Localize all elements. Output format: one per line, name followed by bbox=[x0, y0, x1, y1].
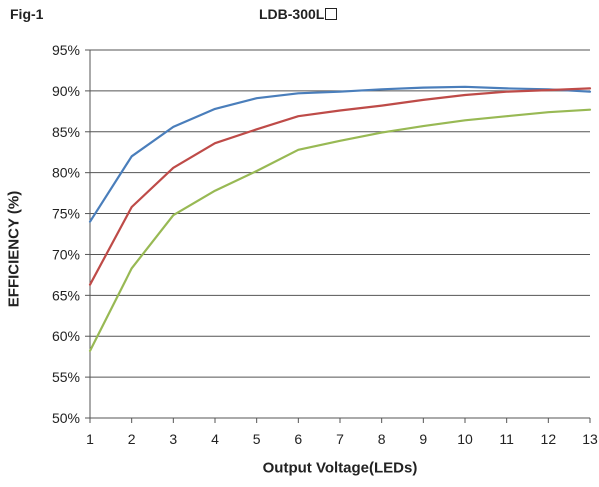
y-tick-label: 70% bbox=[52, 246, 80, 262]
x-tick-label: 4 bbox=[211, 431, 219, 447]
axes bbox=[85, 49, 591, 423]
y-tick-label: 75% bbox=[52, 206, 80, 222]
title-box-glyph bbox=[325, 8, 338, 20]
x-tick-label: 12 bbox=[541, 431, 557, 447]
x-axis-label: Output Voltage(LEDs) bbox=[262, 459, 418, 477]
series-line bbox=[88, 108, 592, 352]
x-tick-label: 9 bbox=[419, 431, 427, 447]
y-tick-labels: 50% 55% 60% 65% 70% 75% 80% 85% 90% 95% bbox=[52, 42, 80, 426]
x-tick-label: 2 bbox=[128, 431, 136, 447]
x-tick-labels: 1 2 3 4 5 6 7 8 9 10 11 12 13 bbox=[86, 431, 598, 447]
y-tick-label: 90% bbox=[52, 83, 80, 99]
y-tick-label: 65% bbox=[52, 287, 80, 303]
x-tick-label: 8 bbox=[378, 431, 386, 447]
x-tick-label: 5 bbox=[253, 431, 261, 447]
y-tick-label: 85% bbox=[52, 124, 80, 140]
x-tick-label: 7 bbox=[336, 431, 344, 447]
y-tick-label: 50% bbox=[52, 410, 80, 426]
x-tick-label: 13 bbox=[582, 431, 598, 447]
chart-title: LDB-300L bbox=[259, 6, 338, 22]
y-tick-label: 80% bbox=[52, 165, 80, 181]
series-line bbox=[88, 85, 592, 223]
y-tick-label: 55% bbox=[52, 369, 80, 385]
x-tick-label: 6 bbox=[294, 431, 302, 447]
x-tick-label: 10 bbox=[457, 431, 473, 447]
figure-label: Fig-1 bbox=[10, 6, 44, 22]
x-tick-label: 11 bbox=[499, 431, 514, 447]
series-lines bbox=[88, 85, 592, 352]
series-line bbox=[88, 87, 592, 286]
chart-title-text: LDB-300L bbox=[259, 6, 325, 22]
x-tick-label: 3 bbox=[169, 431, 177, 447]
y-tick-label: 95% bbox=[52, 42, 80, 58]
grid-lines bbox=[90, 49, 590, 419]
x-tick-label: 1 bbox=[86, 431, 94, 447]
y-tick-label: 60% bbox=[52, 328, 80, 344]
